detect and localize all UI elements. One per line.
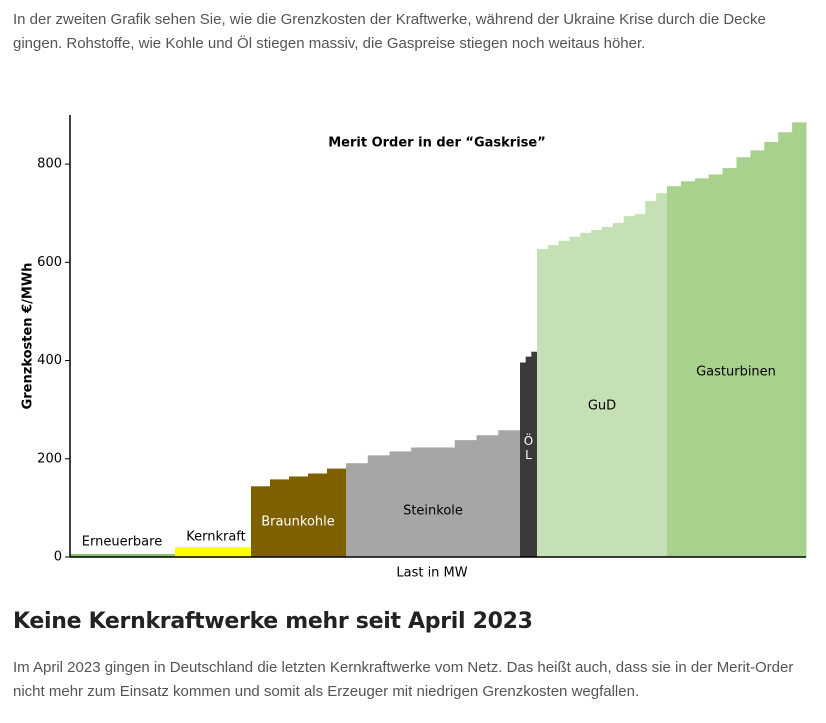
x-axis-label: Last in MW	[396, 566, 467, 581]
bar	[476, 435, 499, 557]
group-label: Kernkraft	[186, 530, 246, 545]
bar	[645, 200, 657, 557]
bar	[175, 547, 252, 557]
bar	[433, 447, 456, 557]
group-label: Steinkole	[403, 504, 463, 519]
body-text: Im April 2023 gingen in Deutschland die …	[13, 659, 794, 700]
bar	[778, 132, 793, 557]
bar	[750, 150, 765, 558]
bar	[308, 473, 328, 557]
bar	[736, 157, 751, 558]
section-heading: Keine Kernkraftwerke mehr seit April 202…	[13, 609, 533, 634]
bar	[289, 476, 309, 557]
bar	[531, 351, 538, 557]
intro-text: In der zweiten Grafik sehen Sie, wie die…	[13, 11, 766, 52]
group-label: Gasturbinen	[696, 365, 776, 380]
bar	[591, 229, 603, 558]
bar	[70, 554, 176, 557]
bar	[520, 362, 527, 557]
bar	[454, 440, 477, 557]
bar	[498, 430, 521, 557]
bar	[708, 174, 724, 557]
chart-title: Merit Order in der “Gaskrise”	[328, 136, 546, 151]
group-label: Erneuerbare	[82, 535, 162, 550]
bar	[346, 463, 369, 557]
y-tick-label: 800	[37, 157, 62, 172]
chart: Merit Order in der “Gaskrise” Last in MW…	[21, 115, 807, 581]
bar	[722, 168, 737, 558]
bar	[558, 240, 570, 558]
bar	[367, 455, 390, 557]
bar	[525, 356, 532, 557]
bar	[634, 214, 646, 557]
bar	[251, 486, 271, 557]
group-label: GuD	[588, 399, 616, 414]
group-label: Braunkohle	[261, 515, 335, 530]
bar	[327, 468, 347, 557]
bar	[792, 122, 807, 557]
bar	[680, 181, 696, 558]
y-tick-label: 0	[54, 550, 62, 565]
bar	[389, 451, 412, 557]
bar	[764, 142, 779, 557]
bar	[270, 479, 290, 557]
bar	[547, 245, 560, 557]
bar	[612, 223, 625, 558]
bar	[537, 249, 549, 557]
y-axis-label: Grenzkosten €/MWh	[21, 263, 36, 410]
bar	[623, 216, 635, 557]
bar	[694, 178, 710, 557]
bar	[656, 193, 668, 557]
y-tick-label: 600	[37, 255, 62, 270]
y-tick-label: 400	[37, 353, 62, 368]
bar	[411, 447, 434, 557]
bar	[569, 236, 581, 557]
bar	[667, 186, 682, 557]
bar	[602, 226, 614, 557]
y-tick-label: 200	[37, 451, 62, 466]
group-label: ÖL	[522, 432, 536, 462]
bar	[580, 232, 592, 557]
